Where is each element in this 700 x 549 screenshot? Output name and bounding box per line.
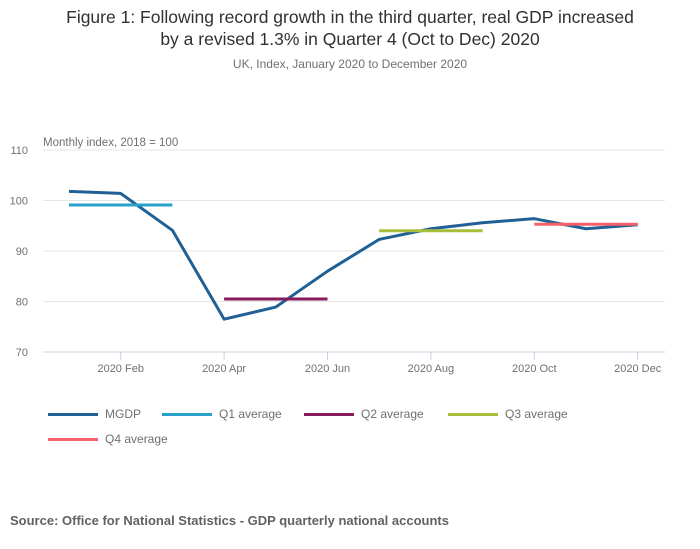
- legend-item-mgdp[interactable]: MGDP: [48, 407, 141, 421]
- chart-title-line-2: by a revised 1.3% in Quarter 4 (Oct to D…: [160, 29, 540, 49]
- legend-label: Q1 average: [219, 407, 282, 421]
- x-tick-label: 2020 Oct: [512, 363, 557, 375]
- line-chart: 70 80 90 100 110 Monthly index, 2018 = 100 2…: [10, 137, 665, 375]
- y-tick-label: 80: [16, 297, 28, 309]
- y-axis-label: Monthly index, 2018 = 100: [43, 137, 178, 149]
- source-note: Source: Office for National Statistics -…: [10, 513, 449, 528]
- x-tick-label: 2020 Aug: [408, 363, 455, 375]
- legend-swatch: [304, 412, 354, 416]
- legend-label: Q3 average: [505, 407, 568, 421]
- chart-title: Figure 1: Following record growth in the…: [0, 6, 700, 50]
- legend-label: Q4 average: [105, 432, 168, 446]
- x-tick-label: 2020 Jun: [305, 363, 350, 375]
- legend-label: Q2 average: [361, 407, 424, 421]
- y-axis-ticks: 70 80 90 100 110: [10, 145, 28, 359]
- y-tick-label: 100: [10, 196, 28, 208]
- y-tick-label: 70: [16, 347, 28, 359]
- series-line-mgdp: [68, 189, 638, 321]
- chart-subtitle: UK, Index, January 2020 to December 2020: [232, 57, 468, 71]
- x-tick-label: 2020 Apr: [202, 363, 246, 375]
- legend-swatch: [48, 437, 98, 441]
- legend-swatch: [448, 412, 498, 416]
- x-tick-label: 2020 Feb: [97, 363, 143, 375]
- legend-item-q1-average[interactable]: Q1 average: [162, 407, 282, 421]
- gridlines: [43, 149, 665, 353]
- series-group: [68, 189, 638, 321]
- x-axis: 2020 Feb 2020 Apr 2020 Jun 2020 Aug 2020 Oct…: [97, 352, 662, 375]
- legend-item-q2-average[interactable]: Q2 average: [304, 407, 424, 421]
- legend-item-q4-average[interactable]: Q4 average: [48, 432, 168, 446]
- legend-swatch: [162, 412, 212, 416]
- legend-label: MGDP: [105, 407, 141, 421]
- legend-swatch: [48, 412, 98, 416]
- y-tick-label: 90: [16, 246, 28, 258]
- chart-title-line-1: Figure 1: Following record growth in the…: [66, 7, 634, 27]
- y-tick-label: 110: [10, 145, 28, 157]
- legend-item-q3-average[interactable]: Q3 average: [448, 407, 568, 421]
- x-tick-label: 2020 Dec: [614, 363, 662, 375]
